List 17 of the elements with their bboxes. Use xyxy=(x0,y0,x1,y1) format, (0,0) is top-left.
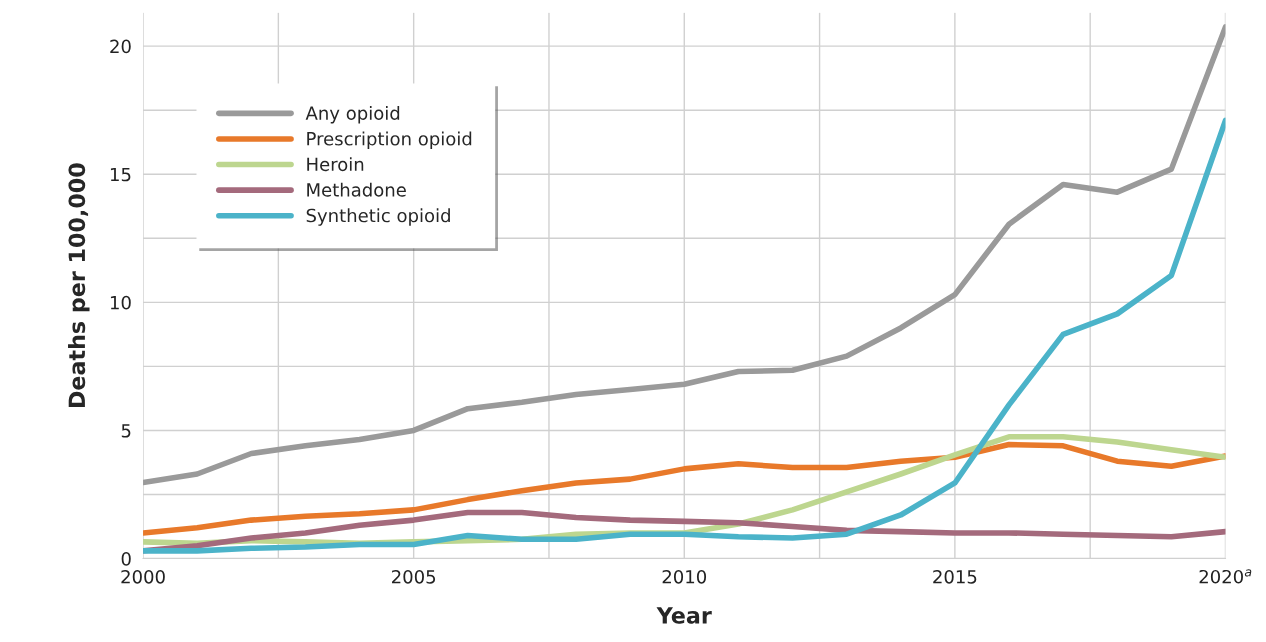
x-tick-label: 2015 xyxy=(933,569,977,584)
y-tick-label: 0 xyxy=(121,552,131,566)
legend-label: Heroin xyxy=(307,157,364,172)
x-tick-label: 2020$^{a}$ xyxy=(1199,569,1252,584)
y-axis-title: Deaths per 100,000 xyxy=(68,163,90,408)
legend-label: Synthetic opioid xyxy=(306,208,450,226)
legend-label: Methadone xyxy=(307,182,406,197)
x-axis-title: Year xyxy=(656,607,712,624)
y-tick-label: 10 xyxy=(110,295,131,310)
y-tick-label: 5 xyxy=(121,424,131,438)
legend-label: Prescription opioid xyxy=(307,131,472,150)
x-tick-label: 2010 xyxy=(662,569,707,584)
legend-label: Any opioid xyxy=(305,105,400,124)
x-tick-label: 2005 xyxy=(392,569,436,584)
x-tick-label: 2000 xyxy=(121,569,165,584)
y-tick-label: 20 xyxy=(110,39,131,54)
y-tick-label: 15 xyxy=(110,167,131,182)
